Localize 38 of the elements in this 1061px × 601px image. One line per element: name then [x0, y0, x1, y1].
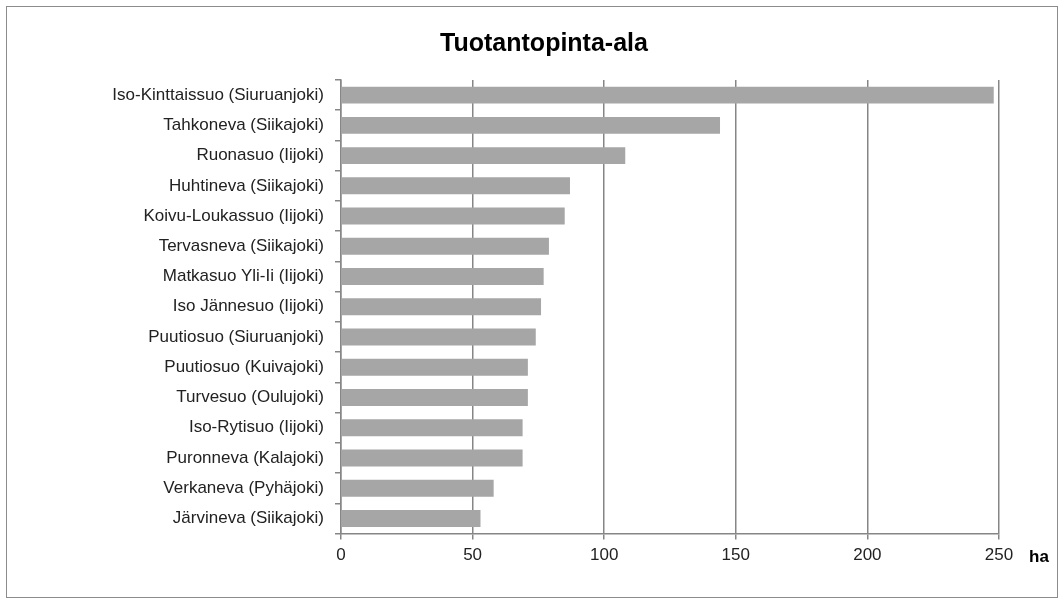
x-tick-label: 250	[984, 545, 1014, 565]
bar	[341, 449, 523, 467]
x-tick-label: 100	[590, 545, 619, 565]
y-tick-label: Tahkoneva (Siikajoki)	[163, 115, 324, 135]
bar	[341, 177, 570, 195]
y-tick-label: Huhtineva (Siikajoki)	[169, 175, 324, 195]
bar	[341, 207, 565, 225]
bar	[341, 479, 494, 497]
y-tick-label: Verkaneva (Pyhäjoki)	[163, 477, 324, 497]
bar	[341, 86, 994, 104]
y-tick-label: Puutiosuo (Siuruanjoki)	[148, 326, 324, 346]
bar	[341, 389, 528, 406]
bar	[341, 510, 481, 527]
y-tick-label: Järvineva (Siikajoki)	[172, 508, 324, 528]
bar	[341, 298, 542, 316]
y-tick-label: Koivu-Loukassuo (Iijoki)	[143, 205, 324, 225]
bar	[341, 358, 528, 376]
y-tick-label: Iso Jännesuo (Iijoki)	[172, 296, 324, 316]
x-tick-label: 50	[463, 545, 483, 565]
y-tick-label: Ruonasuo (Iijoki)	[196, 145, 324, 165]
chart-title: Tuotantopinta-ala	[440, 27, 650, 56]
bar	[341, 328, 536, 346]
bar	[341, 147, 626, 165]
y-tick-label: Turvesuo (Oulujoki)	[176, 387, 324, 407]
y-tick-label: Tervasneva (Siikajoki)	[158, 236, 324, 256]
x-axis-title: ha	[1029, 547, 1050, 567]
y-tick-label: Matkasuo Yli-Ii (Iijoki)	[162, 266, 324, 286]
x-tick-label: 150	[721, 545, 750, 565]
bar	[341, 419, 523, 437]
bar	[341, 237, 549, 255]
x-tick-label: 200	[853, 545, 882, 565]
y-tick-label: Puronneva (Kalajoki)	[166, 447, 324, 467]
bar	[341, 116, 721, 134]
y-tick-label: Puutiosuo (Kuivajoki)	[164, 356, 324, 376]
bar	[341, 268, 544, 286]
x-tick-label: 0	[336, 545, 346, 565]
y-tick-label: Iso-Kinttaissuo (Siuruanjoki)	[112, 84, 324, 104]
y-tick-label: Iso-Rytisuo (Iijoki)	[188, 417, 324, 437]
